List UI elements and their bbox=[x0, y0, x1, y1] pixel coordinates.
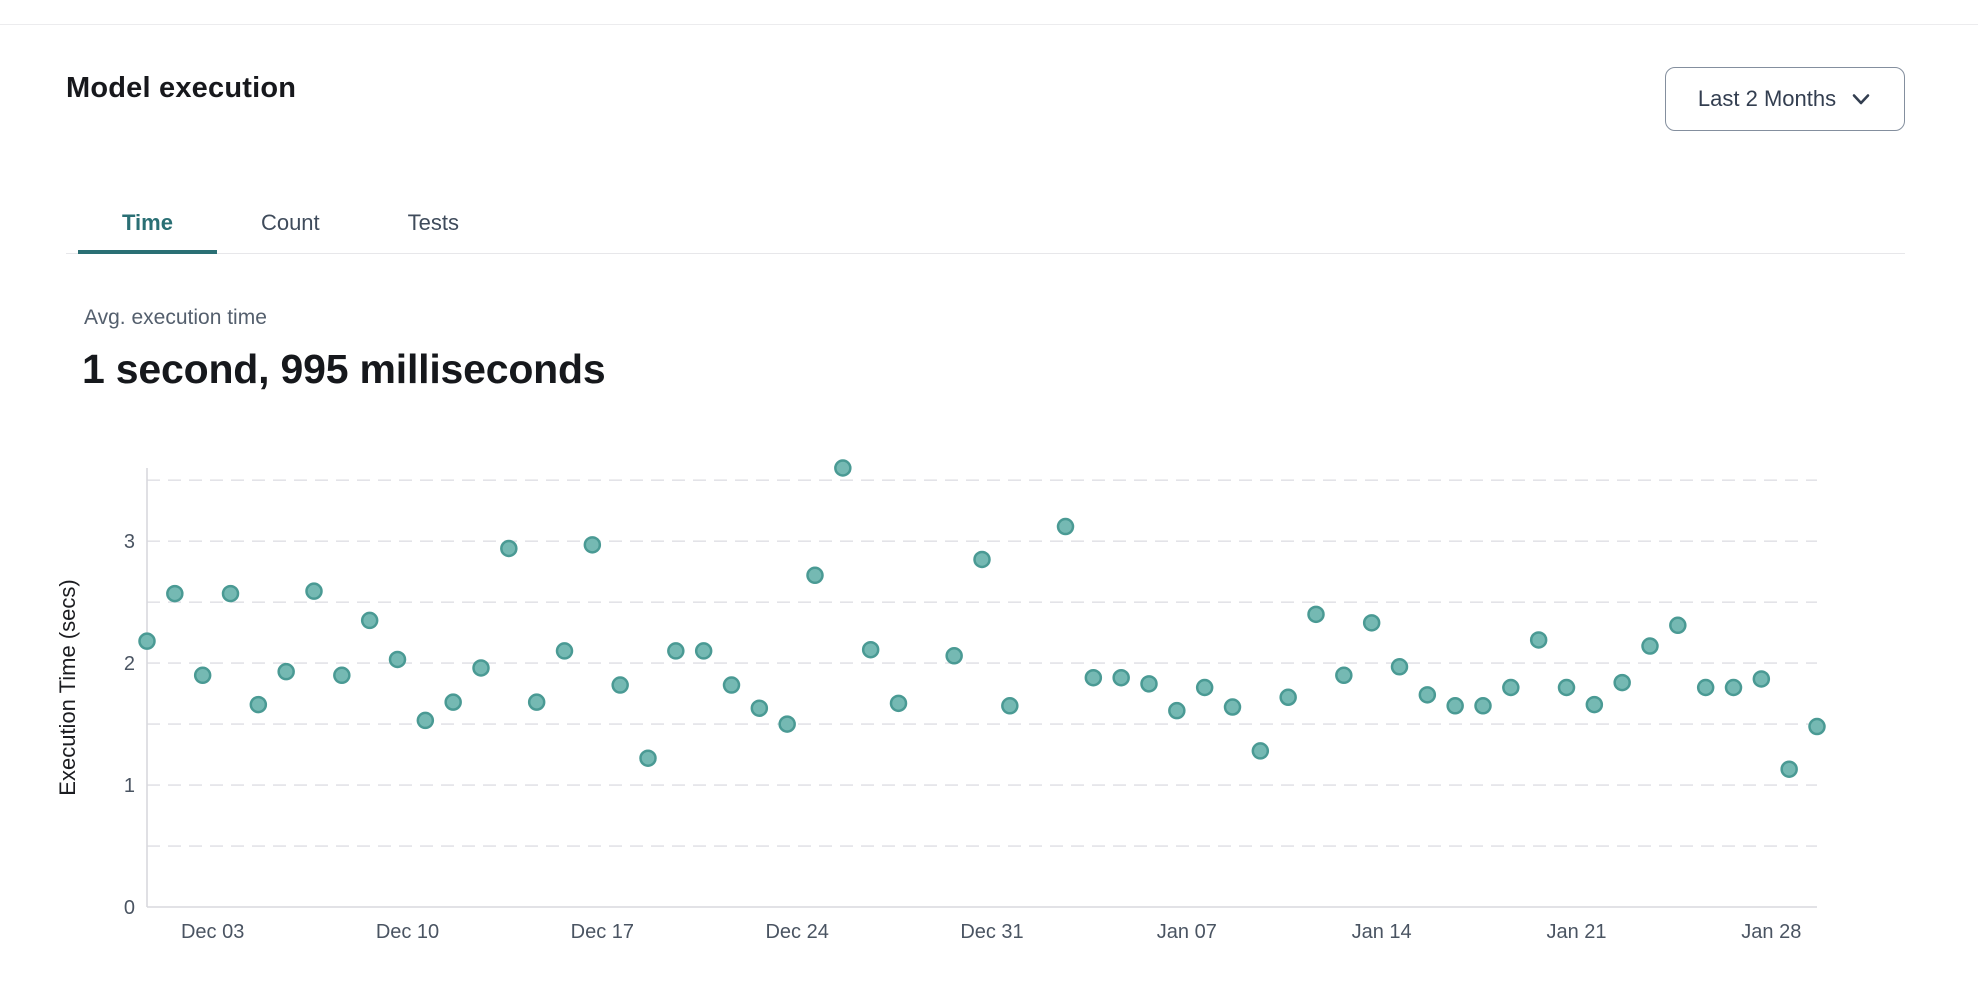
data-point[interactable] bbox=[1446, 697, 1464, 715]
y-tick-label: 0 bbox=[124, 897, 135, 919]
data-point[interactable] bbox=[834, 459, 852, 477]
data-point[interactable] bbox=[1780, 760, 1798, 778]
x-tick-label: Dec 31 bbox=[960, 921, 1023, 943]
data-point[interactable] bbox=[611, 676, 629, 694]
data-point[interactable] bbox=[694, 642, 713, 660]
x-tick-label: Jan 14 bbox=[1352, 921, 1412, 943]
data-point[interactable] bbox=[750, 699, 769, 717]
data-point[interactable] bbox=[1808, 717, 1826, 736]
data-point[interactable] bbox=[1307, 605, 1325, 624]
data-point[interactable] bbox=[1195, 678, 1214, 697]
data-point[interactable] bbox=[1474, 697, 1492, 715]
data-point[interactable] bbox=[1418, 686, 1437, 704]
data-point[interactable] bbox=[221, 584, 240, 603]
data-point[interactable] bbox=[806, 566, 824, 585]
data-point[interactable] bbox=[778, 715, 796, 733]
tab-time[interactable]: Time bbox=[78, 196, 217, 254]
data-point[interactable] bbox=[1502, 678, 1520, 697]
data-point[interactable] bbox=[360, 611, 379, 630]
tabs-bar: Time Count Tests bbox=[66, 196, 1905, 254]
data-point[interactable] bbox=[166, 584, 184, 603]
tab-count[interactable]: Count bbox=[217, 196, 364, 254]
data-point[interactable] bbox=[1613, 673, 1631, 692]
tab-count-label: Count bbox=[260, 210, 320, 235]
x-tick-label: Jan 21 bbox=[1546, 921, 1606, 943]
x-tick-label: Dec 24 bbox=[765, 921, 828, 943]
data-point[interactable] bbox=[1641, 637, 1659, 655]
data-point[interactable] bbox=[1669, 616, 1687, 635]
data-point[interactable] bbox=[861, 640, 880, 659]
data-point[interactable] bbox=[1362, 614, 1381, 632]
data-point[interactable] bbox=[1168, 701, 1186, 720]
data-point[interactable] bbox=[416, 711, 435, 730]
data-point[interactable] bbox=[249, 695, 268, 714]
date-range-selector[interactable]: Last 2 Months bbox=[1665, 67, 1905, 131]
data-point[interactable] bbox=[388, 650, 407, 669]
date-range-label: Last 2 Months bbox=[1697, 86, 1837, 111]
data-point[interactable] bbox=[1001, 697, 1019, 715]
data-point[interactable] bbox=[639, 749, 657, 767]
data-point[interactable] bbox=[1752, 670, 1771, 688]
data-point[interactable] bbox=[500, 539, 518, 558]
y-axis-title: Execution Time (secs) bbox=[55, 579, 80, 795]
data-point[interactable] bbox=[1084, 668, 1103, 687]
data-point[interactable] bbox=[1112, 668, 1130, 687]
data-point[interactable] bbox=[333, 666, 351, 685]
x-tick-label: Dec 03 bbox=[181, 921, 244, 943]
metric-value: 1 second, 995 milliseconds bbox=[82, 346, 606, 392]
data-point[interactable] bbox=[444, 693, 462, 711]
data-point[interactable] bbox=[973, 550, 991, 569]
data-point[interactable] bbox=[527, 693, 546, 711]
x-tick-label: Dec 17 bbox=[571, 921, 634, 943]
data-point[interactable] bbox=[193, 666, 212, 685]
top-divider bbox=[0, 24, 1978, 25]
tab-tests-label: Tests bbox=[407, 210, 460, 235]
data-point[interactable] bbox=[1585, 695, 1604, 714]
tab-tests[interactable]: Tests bbox=[364, 196, 503, 254]
data-point[interactable] bbox=[945, 647, 963, 665]
data-point[interactable] bbox=[1390, 658, 1409, 676]
data-point[interactable] bbox=[1251, 742, 1270, 760]
data-point[interactable] bbox=[472, 659, 490, 677]
y-tick-label: 3 bbox=[124, 531, 135, 553]
metric-label: Avg. execution time bbox=[84, 306, 267, 329]
data-point[interactable] bbox=[1140, 675, 1158, 693]
data-point[interactable] bbox=[1279, 688, 1297, 707]
data-point[interactable] bbox=[277, 662, 295, 681]
data-point[interactable] bbox=[1335, 666, 1353, 685]
x-tick-label: Jan 07 bbox=[1157, 921, 1217, 943]
y-tick-label: 1 bbox=[124, 775, 135, 797]
data-point[interactable] bbox=[722, 676, 741, 694]
data-point[interactable] bbox=[305, 582, 323, 600]
tab-time-label: Time bbox=[122, 210, 173, 235]
data-point[interactable] bbox=[138, 632, 156, 650]
y-tick-label: 2 bbox=[124, 653, 135, 675]
data-point[interactable] bbox=[889, 694, 908, 713]
data-point[interactable] bbox=[1223, 698, 1242, 716]
page-title: Model execution bbox=[66, 72, 297, 104]
data-point[interactable] bbox=[583, 536, 602, 554]
data-point[interactable] bbox=[1696, 678, 1715, 697]
x-tick-label: Dec 10 bbox=[376, 921, 439, 943]
chevron-down-icon bbox=[1850, 88, 1872, 110]
x-tick-label: Jan 28 bbox=[1741, 921, 1801, 943]
data-point[interactable] bbox=[1557, 678, 1576, 697]
data-point[interactable] bbox=[1529, 631, 1548, 649]
data-point[interactable] bbox=[1724, 678, 1743, 697]
data-point[interactable] bbox=[555, 642, 574, 660]
data-point[interactable] bbox=[667, 642, 685, 660]
data-point[interactable] bbox=[1056, 517, 1075, 536]
